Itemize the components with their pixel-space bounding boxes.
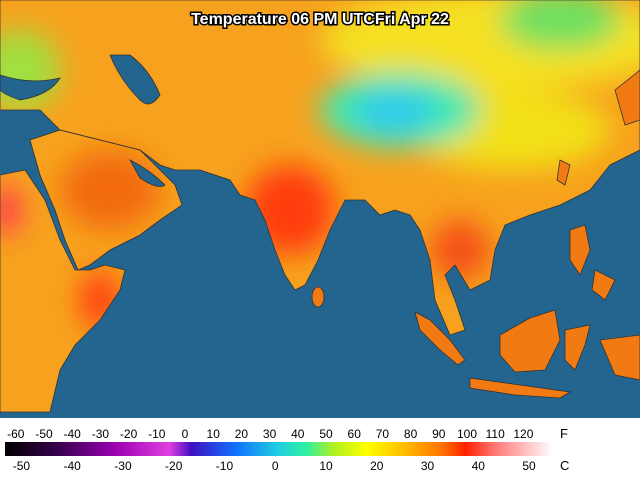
fahrenheit-label: 120 bbox=[513, 427, 533, 441]
fahrenheit-label: -30 bbox=[92, 427, 110, 441]
celsius-label: 0 bbox=[272, 459, 279, 473]
celsius-label: -20 bbox=[165, 459, 183, 473]
fahrenheit-label: 60 bbox=[348, 427, 362, 441]
fahrenheit-label: 30 bbox=[263, 427, 277, 441]
seas bbox=[0, 54, 166, 187]
fahrenheit-label: 80 bbox=[404, 427, 418, 441]
fahrenheit-label: -40 bbox=[64, 427, 82, 441]
celsius-label: 50 bbox=[522, 459, 536, 473]
fahrenheit-unit: F bbox=[560, 426, 568, 441]
fahrenheit-label: 100 bbox=[457, 427, 477, 441]
map-title: Temperature 06 PM UTCFri Apr 22 bbox=[191, 11, 449, 28]
celsius-label: 20 bbox=[370, 459, 384, 473]
celsius-label: 30 bbox=[421, 459, 435, 473]
fahrenheit-label: 10 bbox=[207, 427, 221, 441]
celsius-label: 40 bbox=[472, 459, 486, 473]
coastlines bbox=[0, 0, 640, 413]
fahrenheit-label: 50 bbox=[319, 427, 333, 441]
celsius-unit: C bbox=[560, 458, 569, 473]
celsius-label: -50 bbox=[13, 459, 31, 473]
fahrenheit-label: -50 bbox=[35, 427, 53, 441]
fahrenheit-label: 0 bbox=[182, 427, 189, 441]
fahrenheit-label: 70 bbox=[376, 427, 390, 441]
celsius-label: -30 bbox=[114, 459, 132, 473]
celsius-label: -40 bbox=[64, 459, 82, 473]
land-temperature bbox=[0, 0, 640, 412]
fahrenheit-label: -10 bbox=[148, 427, 166, 441]
fahrenheit-label: -20 bbox=[120, 427, 138, 441]
islands bbox=[311, 69, 640, 399]
color-scale bbox=[5, 442, 553, 456]
legend: -60 -50 -40 -30 -20 -10 0 10 20 30 40 50 60 70 80 90 100… bbox=[7, 427, 536, 473]
fahrenheit-label: -60 bbox=[7, 427, 25, 441]
fahrenheit-label: 40 bbox=[291, 427, 305, 441]
celsius-label: 10 bbox=[319, 459, 333, 473]
celsius-label: -10 bbox=[216, 459, 234, 473]
fahrenheit-label: 110 bbox=[486, 427, 505, 441]
fahrenheit-label: 20 bbox=[235, 427, 249, 441]
fahrenheit-label: 90 bbox=[432, 427, 446, 441]
